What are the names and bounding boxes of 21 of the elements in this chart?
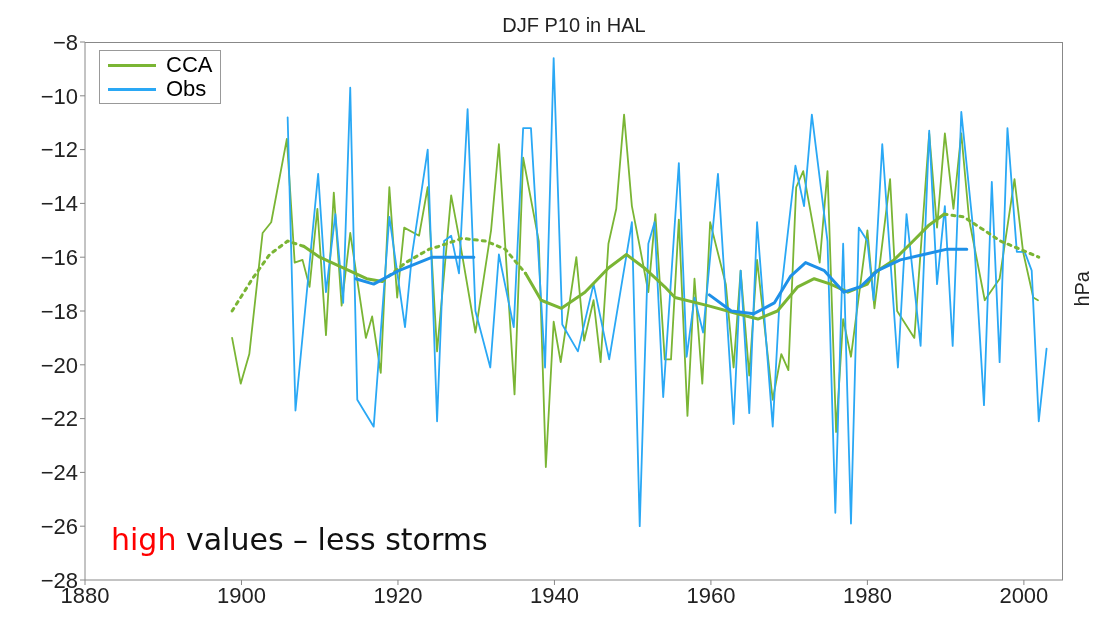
- x-tick-label: 1900: [217, 582, 266, 608]
- y-tick-label: −10: [40, 83, 78, 109]
- y-axis-title: hPa: [1071, 271, 1094, 307]
- x-tick-label: 1980: [842, 582, 892, 608]
- chart-title: DJF P10 in HAL: [501, 14, 647, 37]
- x-tick-label: 1940: [529, 582, 579, 608]
- y-tick-label: −20: [40, 352, 78, 378]
- y-tick-label: −16: [40, 245, 78, 271]
- y-tick-label: −14: [40, 191, 78, 217]
- legend-label: Obs: [166, 76, 207, 101]
- x-tick-label: 1960: [686, 582, 736, 608]
- y-tick-label: −8: [52, 29, 78, 55]
- y-tick-label: −26: [40, 514, 78, 540]
- x-tick-label: 1920: [373, 582, 423, 608]
- annotation: high values – less storms: [111, 522, 488, 557]
- legend-label: CCA: [166, 52, 213, 77]
- y-tick-label: −22: [40, 406, 78, 432]
- y-tick-label: −12: [40, 137, 78, 163]
- y-tick-label: −24: [40, 460, 78, 486]
- x-tick-label: 2000: [999, 582, 1049, 608]
- y-tick-label: −18: [40, 298, 78, 324]
